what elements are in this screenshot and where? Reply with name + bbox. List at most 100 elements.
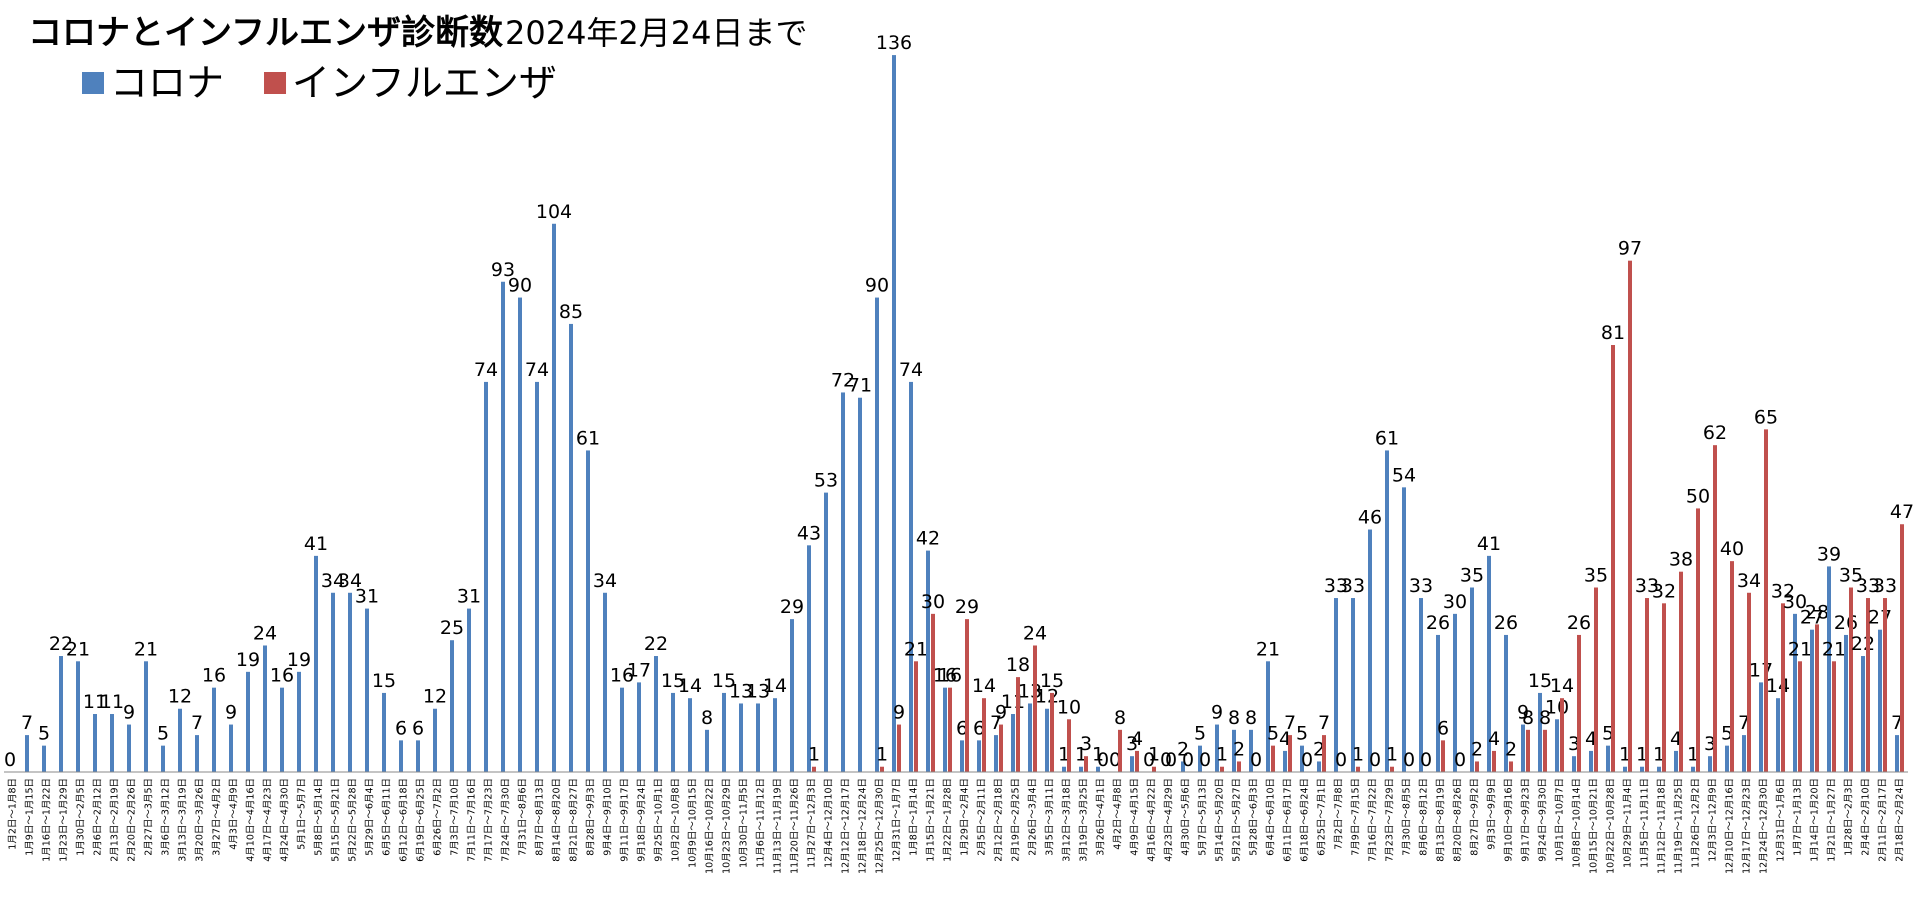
bar	[943, 687, 947, 772]
bar	[1844, 634, 1848, 772]
value-label: 50	[1686, 485, 1710, 507]
bar	[1657, 766, 1661, 772]
x-tick-label: 8月13日～8月19日	[1436, 778, 1447, 862]
bar	[1118, 729, 1122, 772]
x-tick-label: 10月29日～11月4日	[1623, 778, 1634, 868]
value-label: 28	[1805, 601, 1829, 623]
x-tick-label: 7月3日～7月10日	[450, 778, 461, 856]
x-tick-label: 10月22日～10月28日	[1606, 778, 1617, 874]
x-tick-label: 1月16日～1月22日	[42, 778, 53, 862]
value-label: 24	[1023, 622, 1047, 644]
value-label: 61	[1375, 427, 1399, 449]
x-tick-label: 4月2日～4月8日	[1113, 778, 1124, 850]
chart-title: コロナとインフルエンザ診断数	[28, 13, 503, 53]
bar	[297, 671, 301, 772]
bar	[948, 687, 952, 772]
value-label: 12	[423, 686, 447, 708]
bar	[1322, 735, 1326, 772]
bar	[1050, 692, 1054, 772]
bar	[484, 381, 488, 772]
value-label: 35	[1460, 565, 1484, 587]
bar	[994, 735, 998, 772]
bar	[671, 692, 675, 772]
value-label: 1	[1386, 744, 1398, 766]
bar	[931, 613, 935, 772]
bar	[1351, 598, 1355, 772]
x-tick-label: 4月3日～4月9日	[229, 778, 240, 850]
value-label: 8	[1245, 707, 1257, 729]
x-tick-label: 5月29日～6月4日	[365, 778, 376, 856]
bar	[586, 450, 590, 772]
bar	[1713, 445, 1717, 772]
value-label: 30	[921, 591, 945, 613]
value-label: 5	[38, 723, 50, 745]
value-label: 15	[661, 670, 685, 692]
x-tick-label: 12月10日～12月16日	[1725, 778, 1736, 874]
bar	[1572, 756, 1576, 772]
value-label: 104	[536, 201, 572, 223]
bar	[824, 492, 828, 772]
value-label: 85	[559, 301, 583, 323]
x-tick-label: 12月18日～12月24日	[858, 778, 869, 874]
value-label: 32	[1771, 580, 1795, 602]
bar	[1390, 766, 1394, 772]
x-tick-label: 4月23日～4月29日	[1164, 778, 1175, 862]
value-label: 3	[1126, 733, 1138, 755]
value-label: 72	[831, 369, 855, 391]
x-tick-label: 2月12日～2月18日	[994, 778, 1005, 862]
value-label: 74	[899, 359, 923, 381]
bar	[1577, 634, 1581, 772]
bar	[1016, 677, 1020, 772]
value-label: 0	[1301, 749, 1313, 771]
value-label: 0	[1199, 749, 1211, 771]
bar	[161, 745, 165, 772]
x-tick-label: 8月27日～9月2日	[1470, 778, 1481, 856]
bar	[654, 656, 658, 772]
x-tick-label: 1月21日～1月27日	[1827, 778, 1838, 862]
bar	[1470, 587, 1474, 772]
value-label: 8	[1539, 707, 1551, 729]
x-tick-label: 4月30日～5月6日	[1181, 778, 1192, 856]
value-label: 3	[1080, 733, 1092, 755]
x-tick-label: 7月23日～7月29日	[1385, 778, 1396, 862]
bar	[467, 608, 471, 772]
value-label: 7	[191, 712, 203, 734]
x-tick-label: 12月31日～1月7日	[892, 778, 903, 862]
bar	[773, 698, 777, 772]
bar	[1543, 729, 1547, 772]
bar	[1764, 429, 1768, 772]
bar	[1747, 592, 1751, 772]
value-label: 16	[933, 665, 957, 687]
bar	[1492, 750, 1496, 772]
x-tick-label: 5月14日～5月20日	[1215, 778, 1226, 862]
bar	[1130, 756, 1134, 772]
x-tick-label: 5月1日～5月7日	[297, 778, 308, 850]
value-label: 74	[474, 359, 498, 381]
bar	[552, 223, 556, 772]
x-tick-label: 11月26日～12月2日	[1691, 778, 1702, 868]
x-tick-label: 12月3日～12月9日	[1708, 778, 1719, 862]
bar	[1662, 603, 1666, 772]
bar	[1827, 566, 1831, 772]
bar	[1900, 524, 1904, 772]
bar	[76, 661, 80, 772]
value-label: 2	[1471, 738, 1483, 760]
x-tick-label: 3月5日～3月11日	[1045, 778, 1056, 856]
bar	[178, 708, 182, 772]
bar	[110, 714, 114, 772]
value-label: 34	[321, 570, 345, 592]
value-label: 5	[1267, 723, 1279, 745]
bar	[1742, 735, 1746, 772]
value-label: 13	[729, 680, 753, 702]
x-tick-label: 5月7日～5月13日	[1198, 778, 1209, 856]
value-label: 13	[746, 680, 770, 702]
bar	[960, 740, 964, 772]
value-label: 35	[1839, 565, 1863, 587]
value-label: 33	[1873, 575, 1897, 597]
value-label: 33	[1635, 575, 1659, 597]
x-tick-label: 2月20日～2月26日	[127, 778, 138, 862]
x-tick-label: 2月4日～2月10日	[1861, 778, 1872, 856]
value-label: 93	[491, 259, 515, 281]
value-label: 4	[1131, 728, 1143, 750]
bar	[1526, 729, 1530, 772]
